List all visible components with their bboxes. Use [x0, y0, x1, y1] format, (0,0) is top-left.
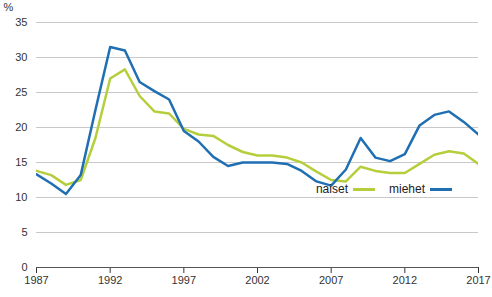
svg-text:25: 25	[15, 86, 27, 98]
svg-text:30: 30	[15, 51, 27, 63]
svg-text:%: %	[4, 1, 14, 13]
svg-text:2017: 2017	[466, 274, 490, 286]
svg-text:1992: 1992	[98, 274, 122, 286]
html-text:miehet: miehet	[389, 182, 425, 196]
svg-text:0: 0	[21, 261, 27, 273]
svg-text:1987: 1987	[24, 274, 48, 286]
svg-text:15: 15	[15, 156, 27, 168]
svg-text:2007: 2007	[319, 274, 343, 286]
html-text:naiset: naiset	[315, 182, 348, 196]
svg-text:35: 35	[15, 16, 27, 28]
svg-text:10: 10	[15, 191, 27, 203]
svg-text:1997: 1997	[172, 274, 196, 286]
svg-text:2002: 2002	[245, 274, 269, 286]
svg-text:20: 20	[15, 121, 27, 133]
svg-text:5: 5	[21, 226, 27, 238]
svg-text:2012: 2012	[393, 274, 417, 286]
